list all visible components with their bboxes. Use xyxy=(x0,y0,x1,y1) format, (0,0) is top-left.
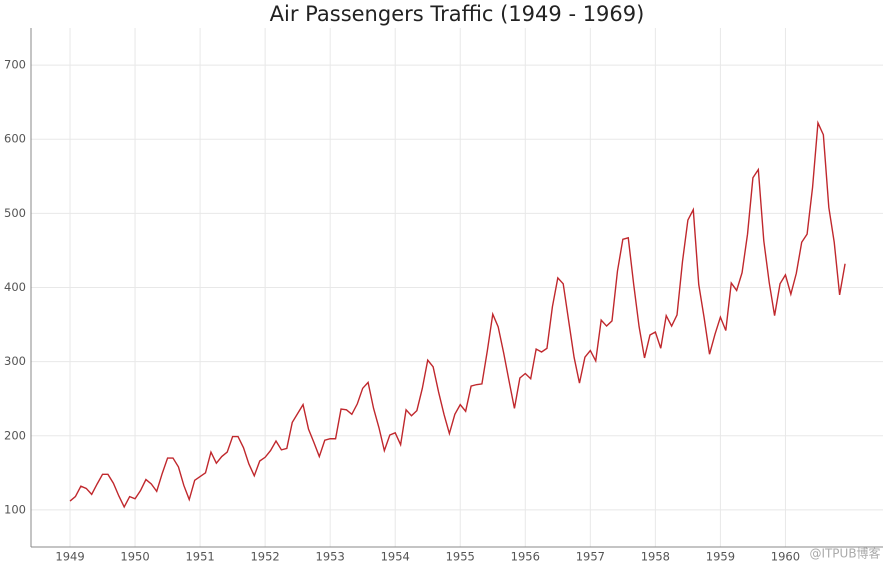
x-tick-label: 1952 xyxy=(250,550,279,564)
x-tick-label: 1960 xyxy=(771,550,800,564)
x-tick-label: 1954 xyxy=(381,550,410,564)
x-tick-label: 1958 xyxy=(641,550,670,564)
y-tick-label: 200 xyxy=(4,428,26,442)
chart-title: Air Passengers Traffic (1949 - 1969) xyxy=(270,2,645,26)
x-tick-label: 1956 xyxy=(511,550,540,564)
x-tick-label: 1949 xyxy=(55,550,84,564)
y-tick-label: 400 xyxy=(4,280,26,294)
x-tick-label: 1951 xyxy=(185,550,214,564)
x-tick-label: 1950 xyxy=(120,550,149,564)
grid xyxy=(31,28,883,547)
y-tick-label: 300 xyxy=(4,354,26,368)
x-tick-label: 1953 xyxy=(316,550,345,564)
y-tick-label: 700 xyxy=(4,58,26,72)
x-tick-label: 1959 xyxy=(706,550,735,564)
x-tick-label: 1955 xyxy=(446,550,475,564)
y-tick-label: 600 xyxy=(4,132,26,146)
x-tick-label: 1957 xyxy=(576,550,605,564)
line xyxy=(69,120,846,509)
y-tick-label: 500 xyxy=(4,206,26,220)
y-tick-label: 100 xyxy=(4,502,26,516)
watermark: @ITPUB博客 xyxy=(809,546,880,561)
